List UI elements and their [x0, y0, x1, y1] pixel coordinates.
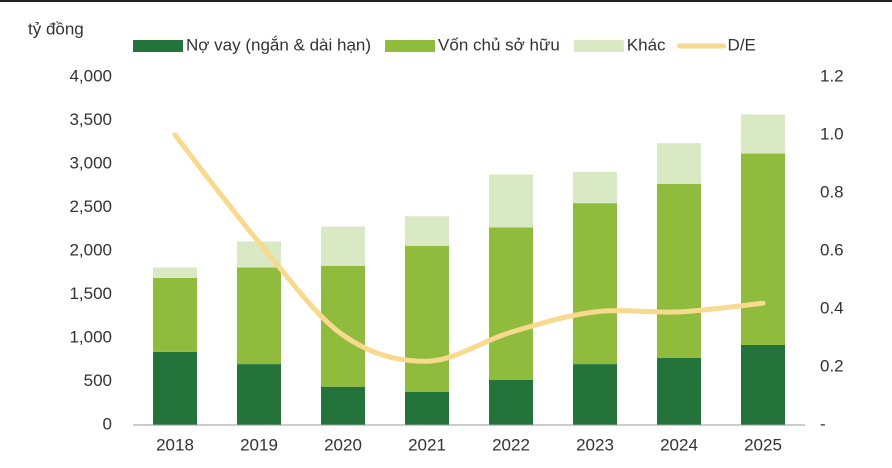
legend-swatch — [133, 40, 183, 52]
bar — [237, 267, 281, 365]
bar — [153, 277, 197, 352]
bar — [321, 265, 365, 387]
y-tick-label: 4,000 — [69, 66, 112, 85]
bar — [153, 267, 197, 278]
y2-tick-label: 1.0 — [820, 124, 844, 143]
y-axis-label: tỷ đồng — [28, 19, 84, 38]
legend-label: Nợ vay (ngắn & dài hạn) — [186, 35, 371, 54]
y-tick-label: 1,000 — [69, 327, 112, 346]
bar — [237, 364, 281, 425]
bar — [741, 153, 785, 345]
y2-tick-label: 0.8 — [820, 182, 844, 201]
bar — [657, 143, 701, 185]
legend-label: Khác — [627, 35, 666, 54]
bar — [741, 114, 785, 154]
y2-tick-label: 0.4 — [820, 298, 844, 317]
bar — [321, 226, 365, 266]
legend-label: D/E — [728, 35, 756, 54]
bar — [405, 245, 449, 392]
bar — [657, 358, 701, 425]
y-tick-label: 500 — [84, 371, 112, 390]
bar — [741, 344, 785, 425]
x-tick-label: 2022 — [492, 435, 530, 454]
x-tick-label: 2024 — [660, 435, 698, 454]
y-tick-label: 3,500 — [69, 110, 112, 129]
bar — [405, 216, 449, 246]
bar — [489, 227, 533, 380]
bar — [153, 351, 197, 425]
x-tick-label: 2023 — [576, 435, 614, 454]
y2-tick-label: 1.2 — [820, 66, 844, 85]
bar — [321, 386, 365, 425]
y-tick-label: 1,500 — [69, 284, 112, 303]
x-tick-label: 2025 — [744, 435, 782, 454]
y2-tick-label: - — [820, 414, 826, 433]
legend-swatch — [573, 40, 624, 52]
x-tick-label: 2021 — [408, 435, 446, 454]
y2-tick-label: 0.6 — [820, 240, 844, 259]
bar — [489, 174, 533, 228]
x-tick-label: 2018 — [156, 435, 194, 454]
bar — [573, 364, 617, 425]
bar — [405, 391, 449, 425]
y2-tick-label: 0.2 — [820, 356, 844, 375]
bar — [489, 379, 533, 425]
y-tick-label: 2,000 — [69, 240, 112, 259]
bar — [573, 171, 617, 204]
bar — [657, 184, 701, 359]
line — [172, 132, 766, 364]
bar — [573, 203, 617, 365]
x-tick-label: 2019 — [240, 435, 278, 454]
y-tick-label: 2,500 — [69, 197, 112, 216]
y-tick-label: 0 — [103, 414, 112, 433]
y-tick-label: 3,000 — [69, 153, 112, 172]
legend-swatch — [385, 40, 436, 52]
x-tick-label: 2020 — [324, 435, 362, 454]
legend-label: Vốn chủ sở hữu — [438, 35, 560, 54]
